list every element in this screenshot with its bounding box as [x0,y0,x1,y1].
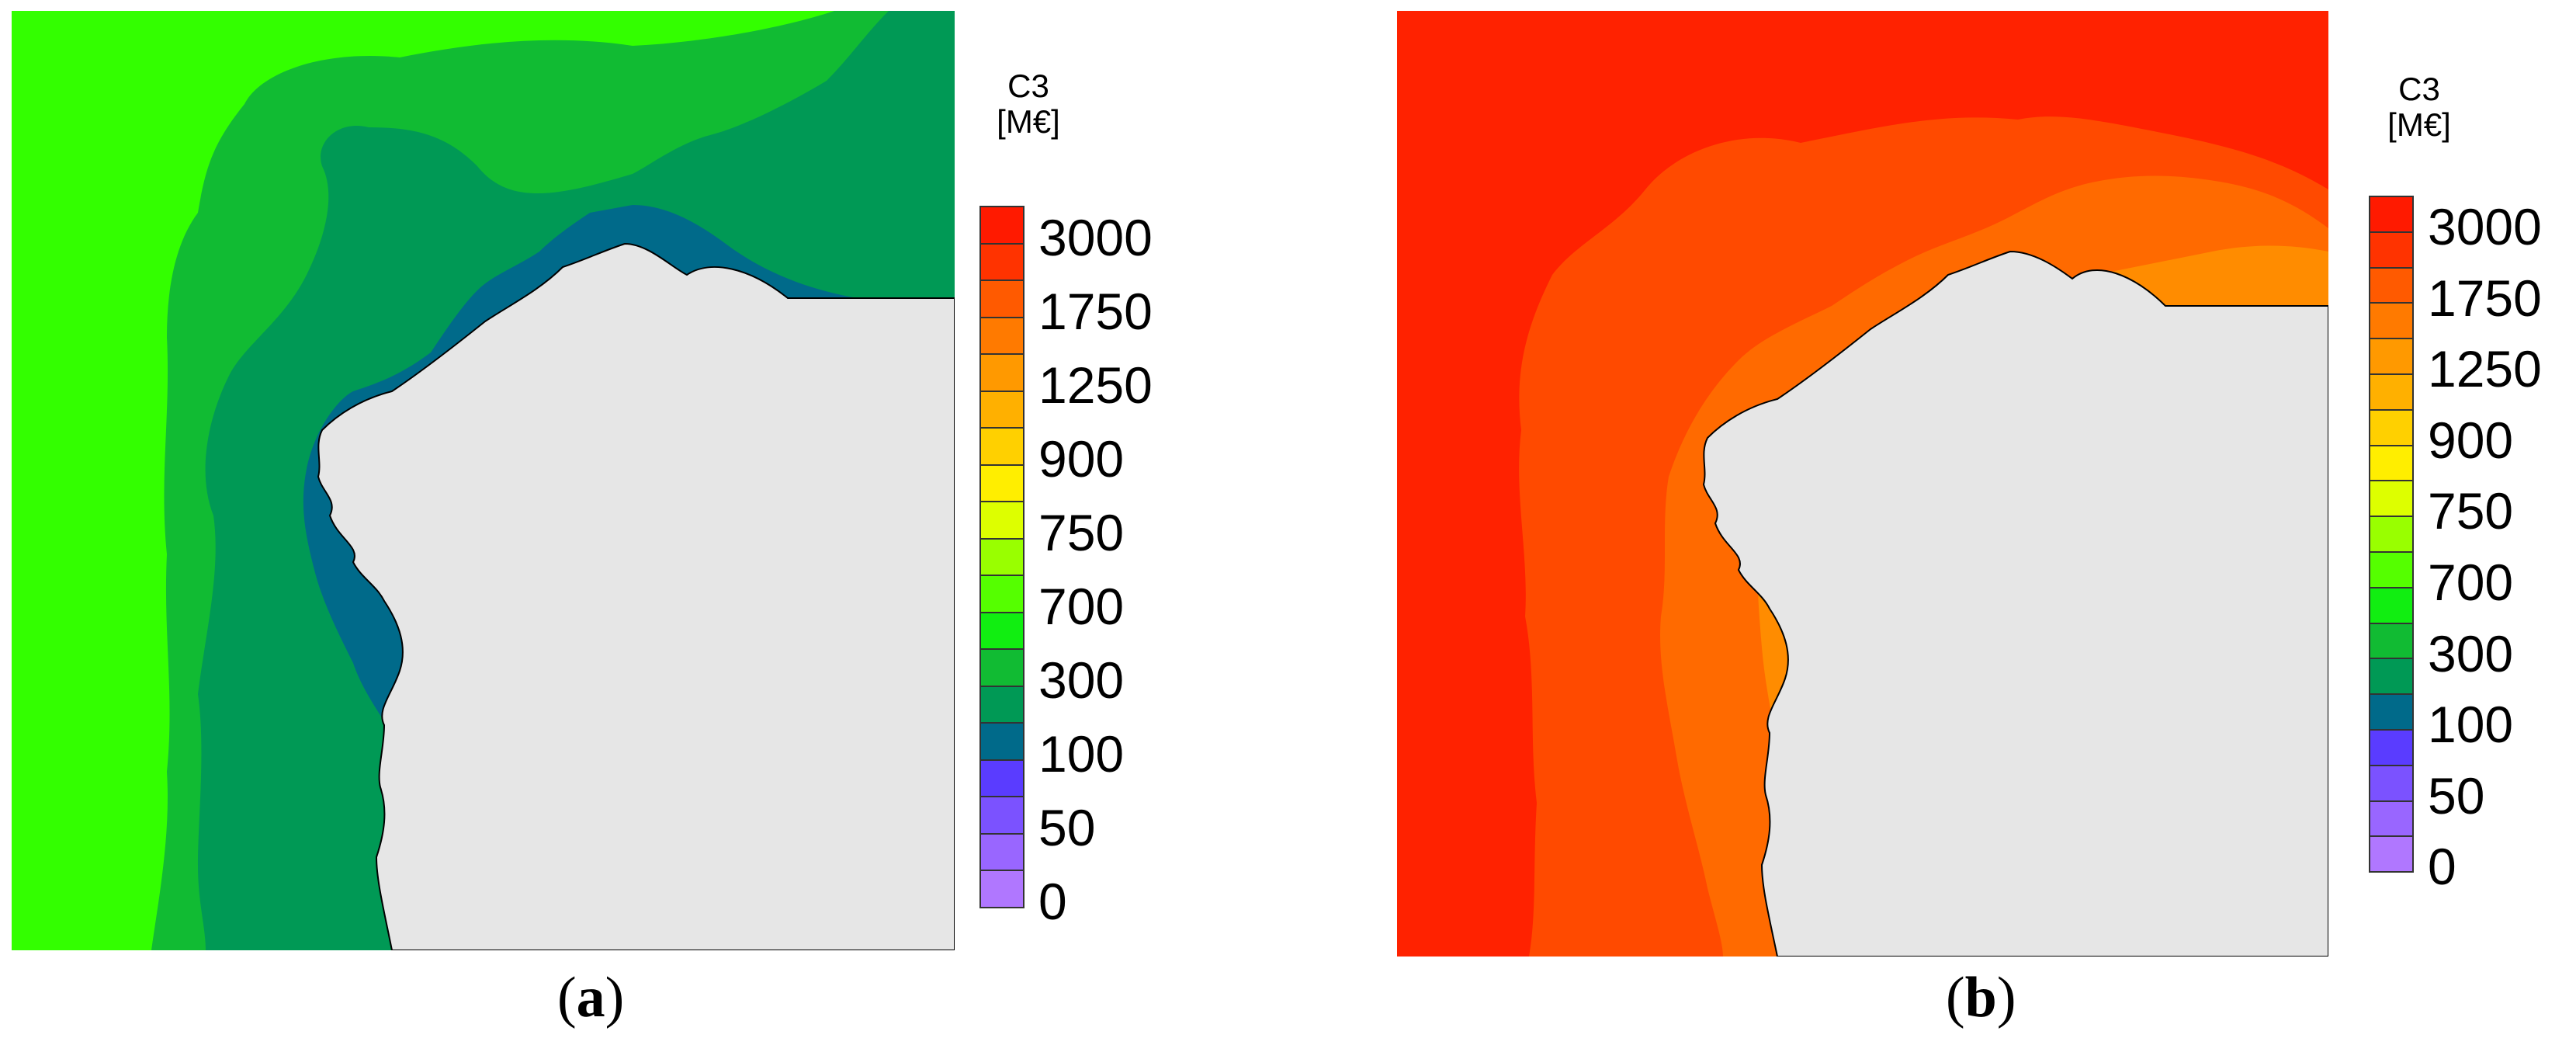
legend-swatch [979,316,1025,355]
legend-swatch [979,796,1025,835]
legend-tick-label: 750 [2428,482,2514,540]
legend-swatch [2369,480,2414,518]
legend-swatch [2369,800,2414,838]
legend-swatch [2369,835,2414,873]
legend-tick-label: 100 [2428,696,2514,754]
legend-tick-label: 900 [1038,429,1125,488]
legend-swatch [2369,551,2414,588]
legend-tick-label: 300 [2428,624,2514,682]
map-b [1397,11,2328,957]
caption-letter: a [576,966,605,1029]
legend-swatch [979,611,1025,650]
legend-swatch [2369,729,2414,766]
legend-swatch [979,648,1025,687]
legend-swatch [979,870,1025,908]
legend-tick-label: 700 [2428,553,2514,611]
legend-swatch [979,464,1025,502]
caption-letter: b [1964,966,1997,1029]
legend-swatch [2369,586,2414,624]
legend-tick-label: 3000 [1038,208,1153,266]
caption-close: ) [1996,966,2016,1029]
legend-swatch [2369,693,2414,731]
legend-swatch [979,427,1025,466]
legend-tick-label: 1750 [2428,269,2542,327]
legend-swatch [2369,373,2414,411]
legend-tick-label: 50 [2428,766,2485,825]
caption-open: ( [1946,966,1965,1029]
legend-tick-label: 0 [1038,872,1067,930]
legend-tick-label: 50 [1038,798,1096,856]
legend-tick-label: 100 [1038,724,1125,783]
map-a [12,11,955,950]
legend-swatch [2369,622,2414,660]
legend-swatch [2369,302,2414,340]
legend-swatch [979,390,1025,429]
legend-swatch [2369,266,2414,304]
legend-tick-label: 1250 [1038,356,1153,414]
legend-swatch [979,353,1025,392]
legend-tick-label: 0 [2428,838,2456,896]
legend-swatch [2369,444,2414,482]
legend-swatch [2369,516,2414,553]
legend-swatch [979,279,1025,318]
legend-tick-label: 700 [1038,577,1125,635]
caption-close: ) [605,966,625,1029]
legend-tick-label: 1750 [1038,282,1153,340]
legend-swatch [979,722,1025,761]
legend-swatch [2369,408,2414,446]
legend-swatch [979,242,1025,281]
legend-title-line2: [M€] [2387,106,2451,143]
legend-swatch [979,206,1025,245]
legend-tick-label: 750 [1038,503,1125,561]
legend-tick-label: 300 [1038,651,1125,709]
legend-title-line1: C3 [1007,68,1049,104]
legend-swatch [979,575,1025,613]
legend-swatch [979,832,1025,871]
legend-title-b: C3 [M€] [2365,71,2474,143]
legend-title-line1: C3 [2398,71,2440,107]
legend-swatch [2369,658,2414,696]
caption-open: ( [557,966,577,1029]
legend-tick-label: 3000 [2428,197,2542,255]
legend-swatch [979,685,1025,724]
legend-swatch [979,501,1025,540]
legend-tick-label: 900 [2428,411,2514,469]
legend-tick-label: 1250 [2428,340,2542,398]
legend-title-line2: [M€] [997,103,1060,140]
legend-swatch [979,759,1025,797]
caption-a: (a) [557,967,624,1029]
legend-swatch [2369,764,2414,802]
legend-swatch [2369,231,2414,269]
legend-title-a: C3 [M€] [974,68,1083,140]
legend-swatch [2369,338,2414,375]
caption-b: (b) [1946,967,2016,1029]
legend-swatch [2369,196,2414,233]
legend-swatch [979,537,1025,576]
